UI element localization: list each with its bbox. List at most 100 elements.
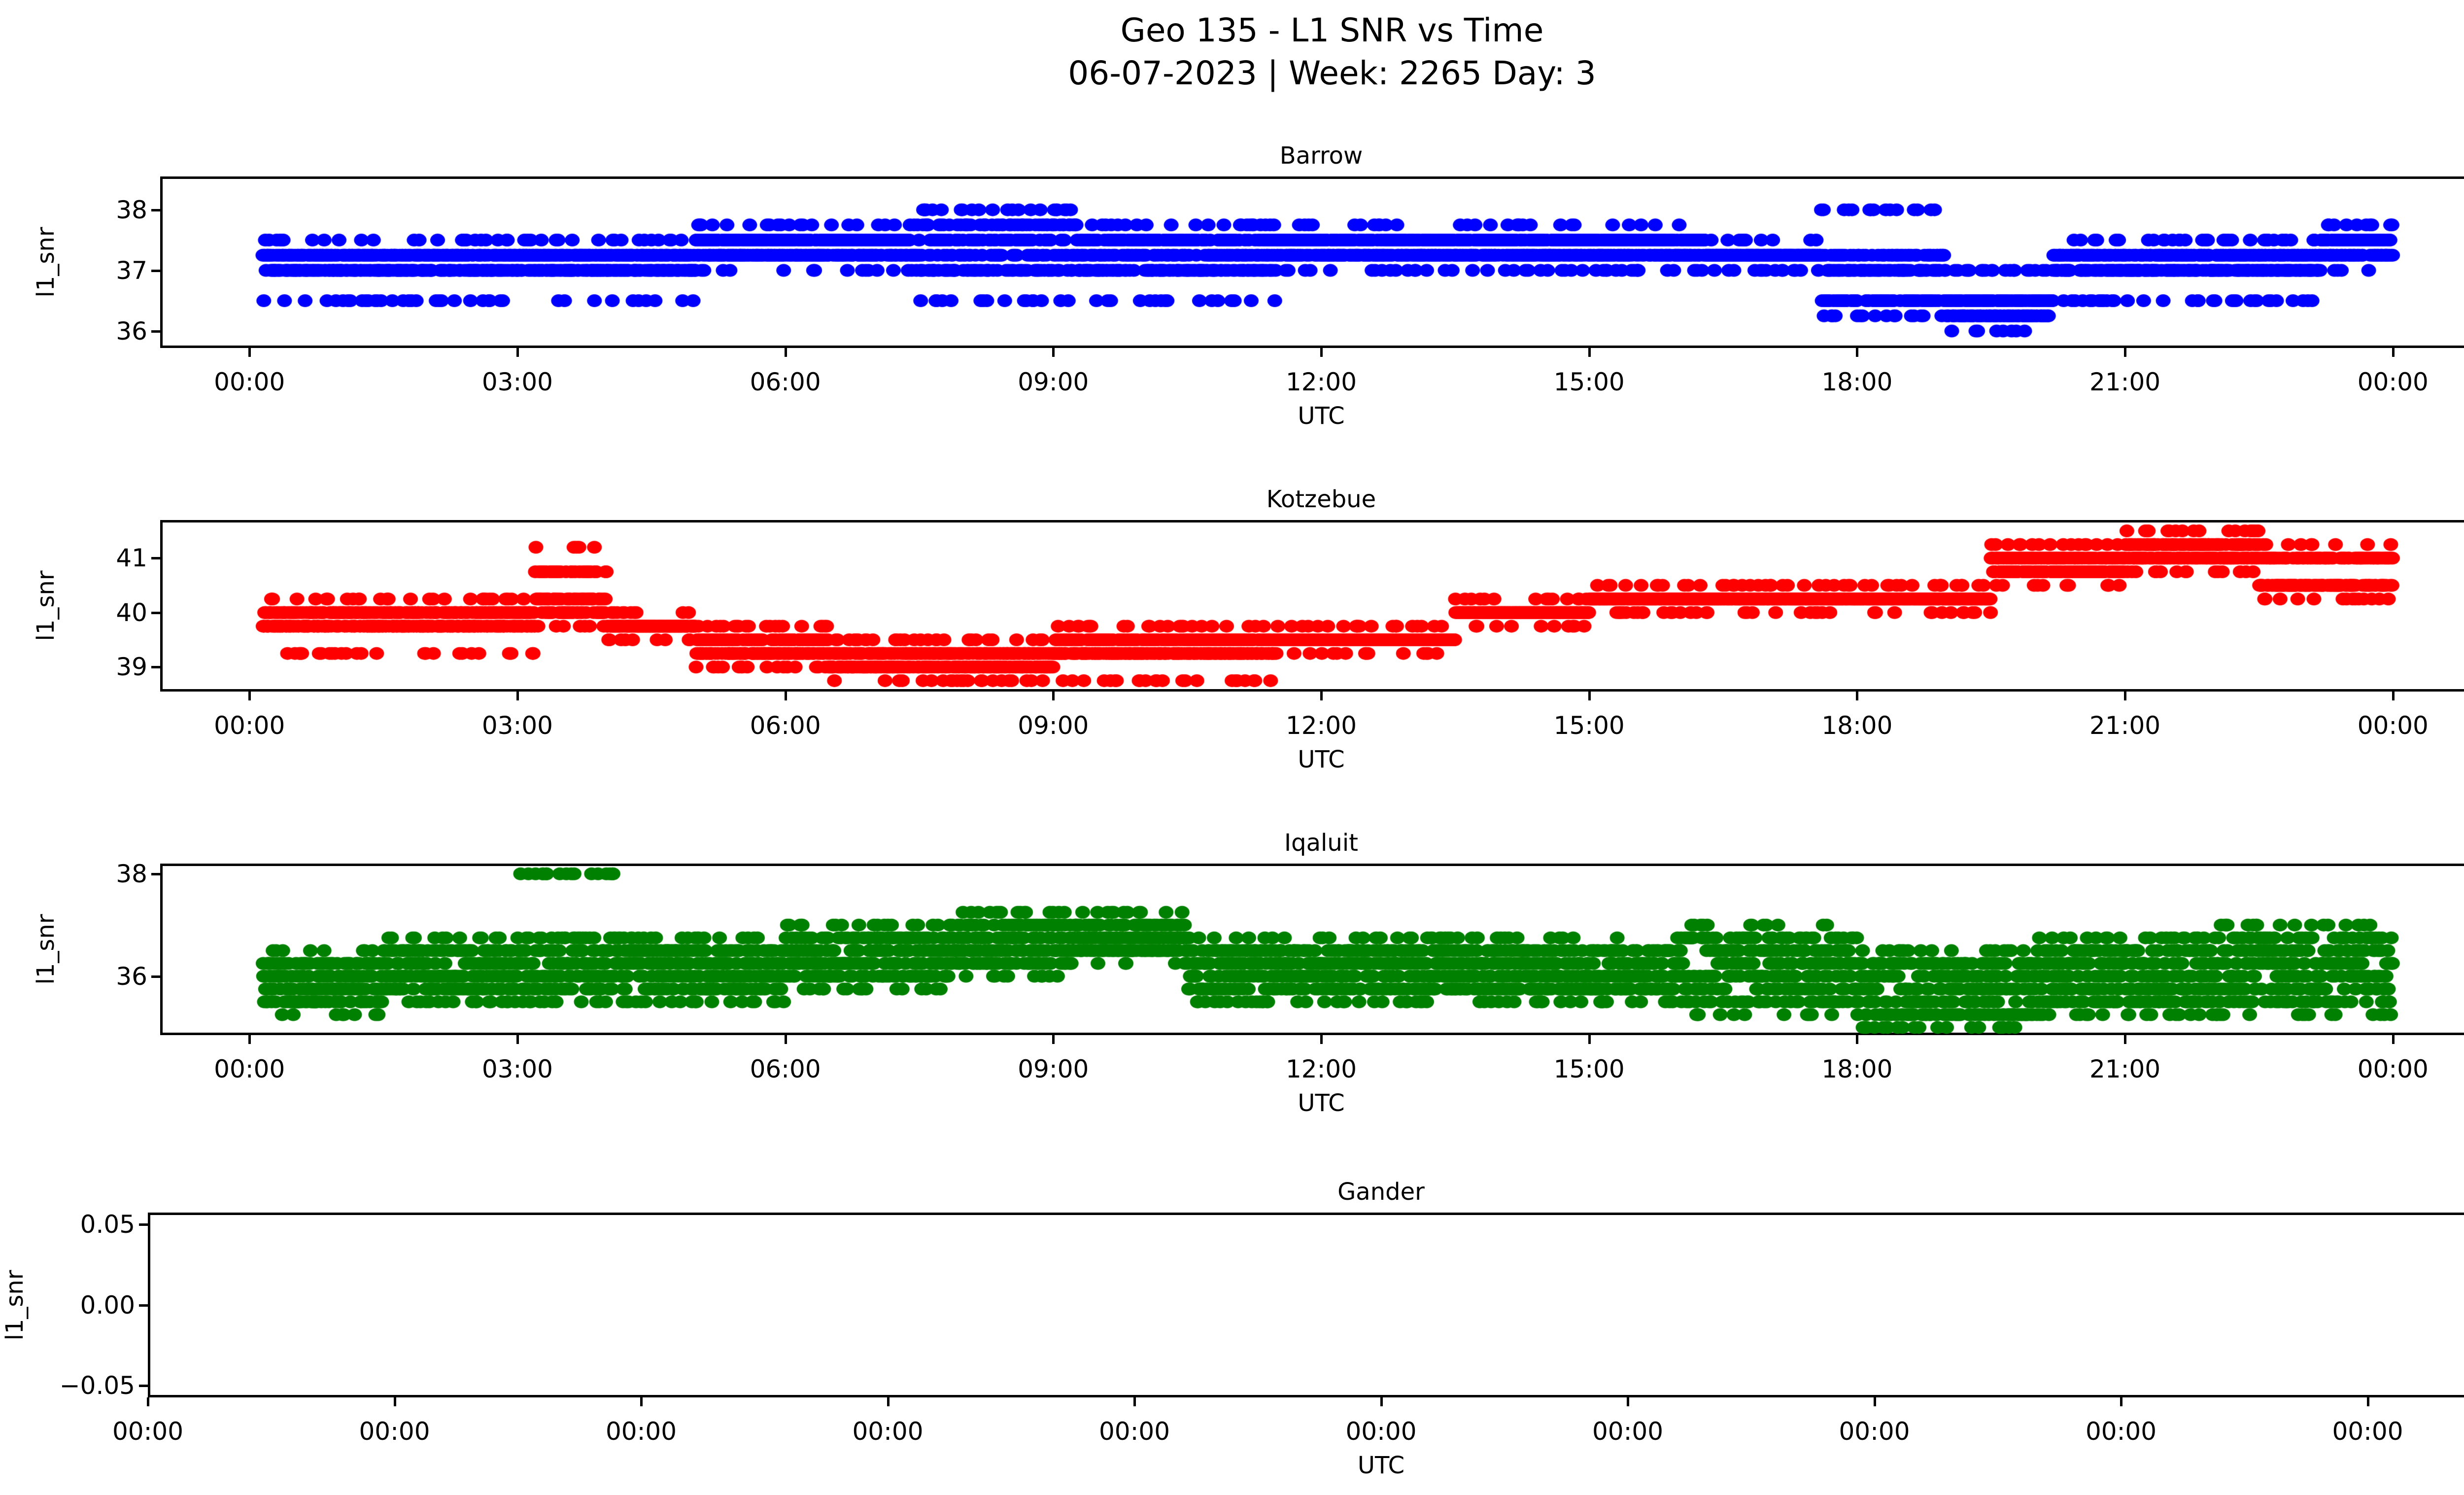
x-tick-label: 12:00 <box>1285 1055 1357 1083</box>
x-tick-mark <box>2124 692 2127 700</box>
plot-area-barrow <box>160 176 2464 348</box>
x-tick-mark <box>2124 348 2127 357</box>
figure-suptitle: Geo 135 - L1 SNR vs Time 06-07-2023 | We… <box>1068 11 1596 93</box>
x-tick-mark <box>1588 692 1591 700</box>
x-tick-label: 15:00 <box>1553 368 1625 396</box>
y-tick-mark <box>151 872 160 875</box>
x-tick-label: 00:00 <box>852 1417 924 1446</box>
x-tick-label: 06:00 <box>750 368 821 396</box>
x-tick-label: 18:00 <box>1821 368 1893 396</box>
x-tick-mark <box>784 692 787 700</box>
x-tick-mark <box>2124 1035 2127 1044</box>
x-tick-label: 00:00 <box>214 1055 285 1083</box>
x-tick-mark <box>1873 1397 1876 1406</box>
y-tick-mark <box>151 666 160 669</box>
x-tick-mark <box>516 1035 519 1044</box>
x-tick-label: 00:00 <box>1098 1417 1170 1446</box>
x-tick-mark <box>1320 692 1323 700</box>
y-tick-mark <box>151 269 160 272</box>
x-tick-label: 00:00 <box>214 711 285 740</box>
x-tick-label: 00:00 <box>2332 1417 2403 1446</box>
y-tick-label: 41 <box>116 544 147 573</box>
y-tick-mark <box>151 557 160 560</box>
x-tick-mark <box>1133 1397 1136 1406</box>
x-tick-label: 00:00 <box>2357 711 2429 740</box>
x-tick-mark <box>248 1035 251 1044</box>
subplot-barrow: Barrow l1_snr UTC 36 37 38 00:00 03:00 06:00 0… <box>32 142 2464 430</box>
x-tick-label: 00:00 <box>214 368 285 396</box>
x-tick-mark <box>2392 1035 2395 1044</box>
y-axis-label-barrow: l1_snr <box>32 227 60 298</box>
x-tick-label: 15:00 <box>1553 711 1625 740</box>
x-tick-label: 00:00 <box>2085 1417 2157 1446</box>
x-tick-mark <box>784 348 787 357</box>
y-tick-label: 38 <box>116 195 147 224</box>
x-axis-label-gander: UTC <box>1357 1452 1405 1479</box>
subplot-title-gander: Gander <box>1337 1178 1425 1206</box>
x-tick-mark <box>393 1397 396 1406</box>
x-tick-mark <box>248 692 251 700</box>
y-tick-label: 36 <box>116 316 147 346</box>
x-tick-mark <box>1588 348 1591 357</box>
x-tick-label: 18:00 <box>1821 711 1893 740</box>
subplot-title-barrow: Barrow <box>1279 142 1363 170</box>
x-tick-mark <box>1856 1035 1859 1044</box>
x-axis-label-iqaluit: UTC <box>1298 1089 1345 1117</box>
x-tick-label: 00:00 <box>359 1417 430 1446</box>
x-tick-mark <box>1320 348 1323 357</box>
x-axis-label-kotzebue: UTC <box>1298 746 1345 773</box>
plot-area-gander <box>148 1213 2464 1397</box>
y-axis-label-iqaluit: l1_snr <box>32 914 60 985</box>
y-tick-label: 0.05 <box>80 1210 135 1239</box>
y-tick-mark <box>151 330 160 333</box>
y-tick-label: 0.00 <box>80 1290 135 1320</box>
x-tick-label: 00:00 <box>1592 1417 1664 1446</box>
subplot-kotzebue: Kotzebue l1_snr UTC 39 40 41 00:00 03:00 06:0… <box>32 486 2464 773</box>
y-tick-label: 37 <box>116 256 147 285</box>
y-tick-mark <box>139 1384 148 1387</box>
subplot-title-kotzebue: Kotzebue <box>1266 486 1376 513</box>
x-tick-mark <box>887 1397 890 1406</box>
x-tick-label: 09:00 <box>1018 711 1089 740</box>
y-tick-mark <box>139 1304 148 1307</box>
x-tick-mark <box>1052 348 1055 357</box>
x-tick-mark <box>2392 692 2395 700</box>
x-tick-label: 18:00 <box>1821 1055 1893 1083</box>
subplot-title-iqaluit: Iqaluit <box>1284 829 1358 857</box>
y-tick-mark <box>151 209 160 211</box>
x-tick-label: 03:00 <box>481 368 553 396</box>
x-tick-label: 00:00 <box>1345 1417 1417 1446</box>
y-tick-label: 40 <box>116 598 147 627</box>
x-tick-mark <box>2392 348 2395 357</box>
x-tick-label: 21:00 <box>2089 711 2161 740</box>
x-tick-mark <box>1380 1397 1383 1406</box>
x-tick-mark <box>1588 1035 1591 1044</box>
x-tick-mark <box>1856 348 1859 357</box>
x-tick-mark <box>1052 1035 1055 1044</box>
x-tick-label: 09:00 <box>1018 368 1089 396</box>
x-tick-mark <box>248 348 251 357</box>
x-tick-mark <box>516 348 519 357</box>
x-tick-label: 00:00 <box>2357 1055 2429 1083</box>
x-tick-label: 09:00 <box>1018 1055 1089 1083</box>
subplot-iqaluit: Iqaluit l1_snr UTC 36 38 00:00 03:00 06:00 09… <box>32 829 2464 1117</box>
x-tick-label: 00:00 <box>1839 1417 1910 1446</box>
x-tick-label: 15:00 <box>1553 1055 1625 1083</box>
x-tick-mark <box>2120 1397 2122 1406</box>
plot-area-iqaluit <box>160 864 2464 1035</box>
y-tick-mark <box>151 611 160 614</box>
x-tick-mark <box>1320 1035 1323 1044</box>
y-tick-label: 38 <box>116 859 147 888</box>
x-tick-label: 21:00 <box>2089 1055 2161 1083</box>
y-tick-label: 36 <box>116 962 147 991</box>
x-tick-mark <box>2366 1397 2369 1406</box>
x-tick-label: 21:00 <box>2089 368 2161 396</box>
subplot-gander: Gander l1_snr UTC −0.05 0.00 0.05 00:00 00:0… <box>1 1178 2464 1479</box>
y-tick-label: −0.05 <box>59 1371 135 1400</box>
x-tick-label: 03:00 <box>481 1055 553 1083</box>
x-tick-label: 12:00 <box>1285 711 1357 740</box>
x-tick-mark <box>147 1397 149 1406</box>
x-tick-mark <box>1052 692 1055 700</box>
x-tick-mark <box>516 692 519 700</box>
